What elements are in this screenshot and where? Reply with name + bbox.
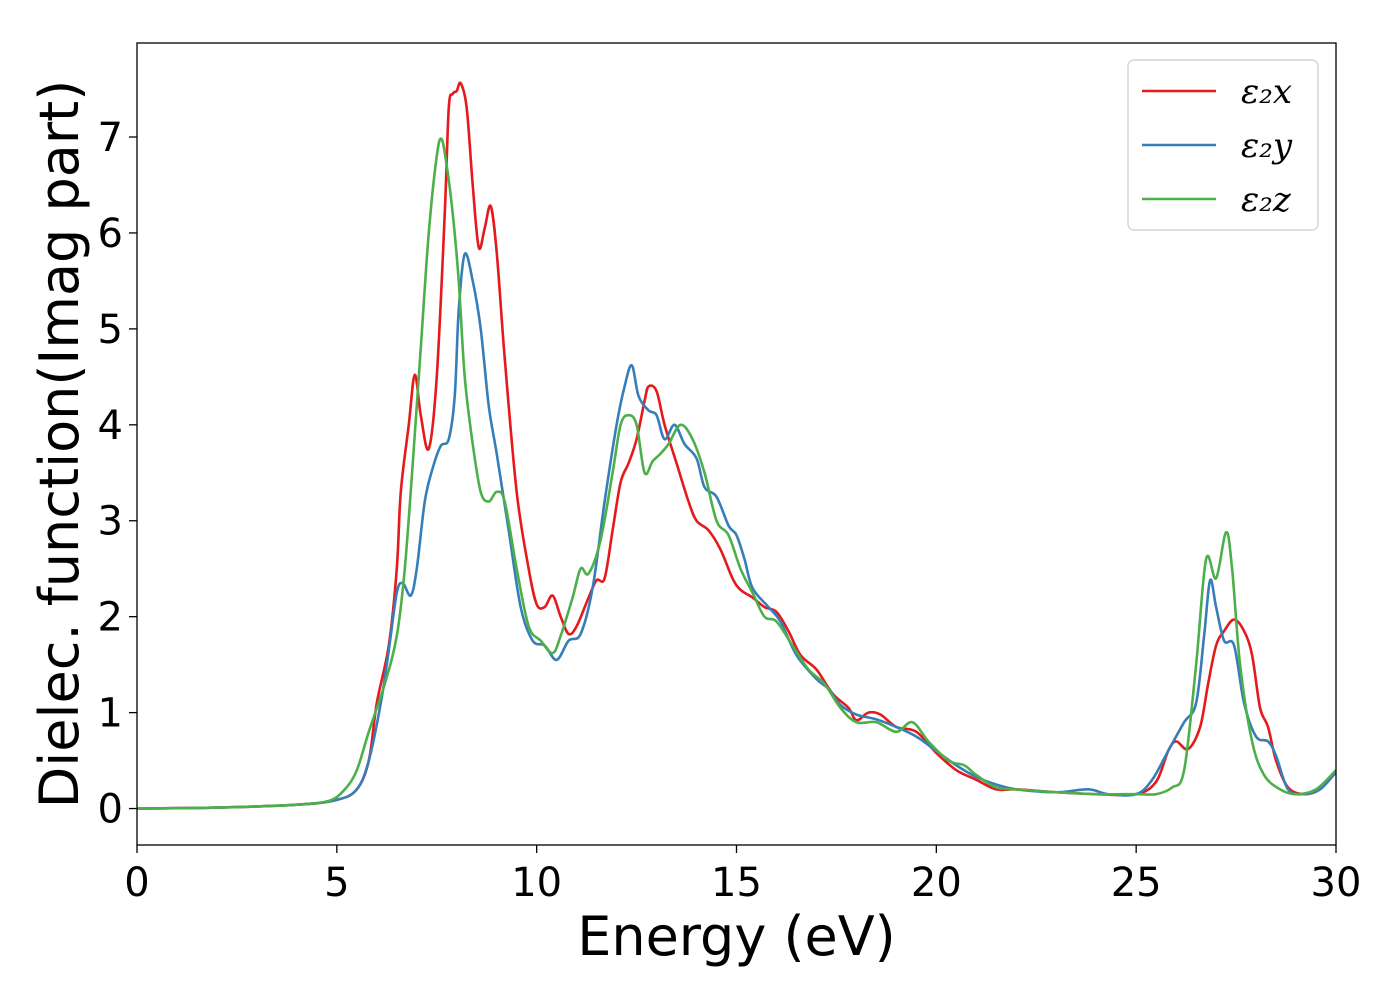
y-tick-label: 6: [98, 211, 123, 257]
legend-box: [1127, 59, 1319, 231]
ticks-layer: 0 5 10 15 20 25 30 0 1 2 3 4 5 6 7: [98, 115, 1362, 906]
y-tick-label: 2: [98, 595, 123, 641]
x-tick-label: 15: [711, 860, 762, 906]
legend-label: ε₂y: [1241, 126, 1293, 166]
x-tick-label: 20: [911, 860, 962, 906]
y-tick-label: 7: [98, 115, 123, 161]
series-line-2: [137, 252, 1336, 810]
y-tick-label: 4: [98, 403, 123, 449]
x-tick-label: 5: [324, 860, 349, 906]
legend-label: ε₂z: [1241, 180, 1292, 220]
x-tick-label: 0: [124, 860, 149, 906]
y-tick-label: 1: [98, 691, 123, 737]
legend-label: ε₂x: [1241, 72, 1292, 112]
x-tick-label: 25: [1111, 860, 1162, 906]
legend: ε₂x ε₂y ε₂z: [1127, 59, 1319, 231]
y-axis-label: Dielec. function(Imag part): [28, 80, 91, 809]
y-tick-label: 5: [98, 307, 123, 353]
series-layer: [137, 81, 1336, 810]
x-tick-label: 10: [511, 860, 562, 906]
x-axis-label: Energy (eV): [577, 905, 896, 968]
series-line-3: [137, 137, 1336, 810]
y-tick-label: 0: [98, 787, 123, 833]
x-tick-label: 30: [1311, 860, 1362, 906]
y-tick-label: 3: [98, 499, 123, 545]
